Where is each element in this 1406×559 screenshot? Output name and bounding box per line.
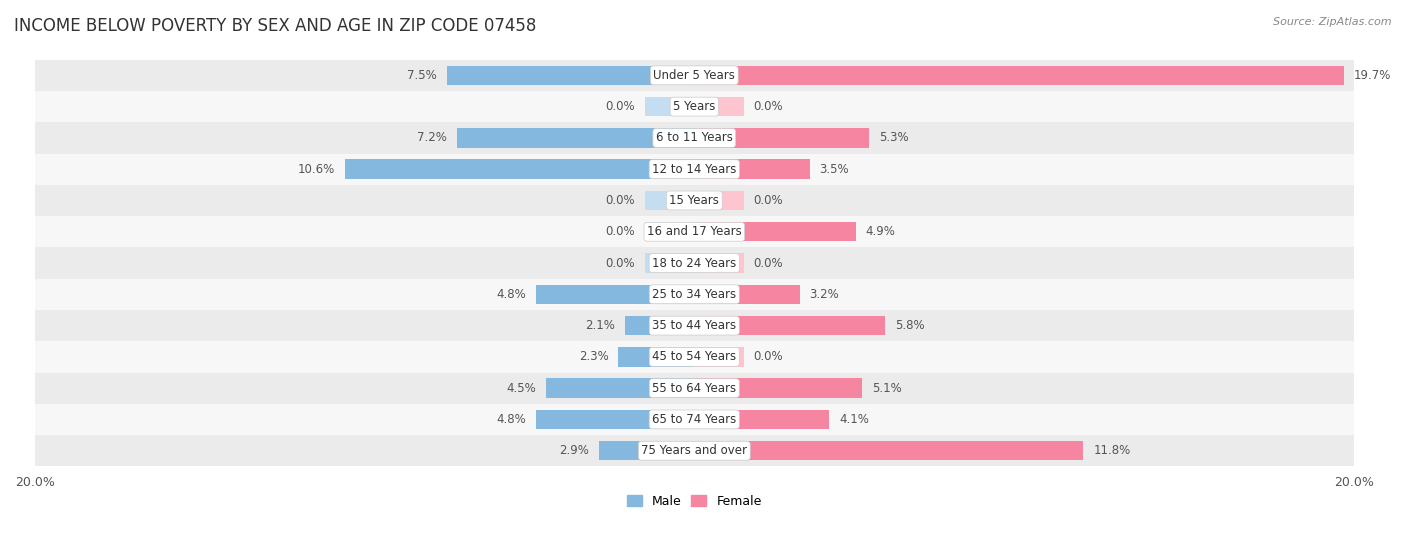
Bar xyxy=(35,279,1354,310)
Bar xyxy=(695,253,744,273)
Bar xyxy=(695,441,1083,461)
Text: 2.3%: 2.3% xyxy=(579,350,609,363)
Text: 12 to 14 Years: 12 to 14 Years xyxy=(652,163,737,176)
Bar xyxy=(35,404,1354,435)
Bar xyxy=(35,122,1354,154)
Legend: Male, Female: Male, Female xyxy=(621,490,766,513)
Text: 4.5%: 4.5% xyxy=(506,382,536,395)
Text: 25 to 34 Years: 25 to 34 Years xyxy=(652,288,737,301)
Bar xyxy=(35,310,1354,341)
Text: 7.2%: 7.2% xyxy=(418,131,447,144)
Bar xyxy=(599,441,695,461)
Bar xyxy=(35,372,1354,404)
Bar xyxy=(35,248,1354,279)
Text: 0.0%: 0.0% xyxy=(754,100,783,113)
Text: 0.0%: 0.0% xyxy=(606,100,636,113)
Text: 2.1%: 2.1% xyxy=(585,319,616,332)
Text: 7.5%: 7.5% xyxy=(408,69,437,82)
Text: 0.0%: 0.0% xyxy=(606,194,636,207)
Bar xyxy=(695,316,886,335)
Text: 4.9%: 4.9% xyxy=(866,225,896,238)
Text: 3.5%: 3.5% xyxy=(820,163,849,176)
Bar xyxy=(35,60,1354,91)
Text: 6 to 11 Years: 6 to 11 Years xyxy=(655,131,733,144)
Bar xyxy=(546,378,695,398)
Text: Source: ZipAtlas.com: Source: ZipAtlas.com xyxy=(1274,17,1392,27)
Text: 10.6%: 10.6% xyxy=(298,163,335,176)
Text: 15 Years: 15 Years xyxy=(669,194,720,207)
Bar xyxy=(35,154,1354,185)
Bar xyxy=(695,378,862,398)
Text: 5.1%: 5.1% xyxy=(872,382,903,395)
Text: 16 and 17 Years: 16 and 17 Years xyxy=(647,225,741,238)
Text: 5.3%: 5.3% xyxy=(879,131,908,144)
Bar xyxy=(645,222,695,241)
Bar xyxy=(619,347,695,367)
Text: 11.8%: 11.8% xyxy=(1094,444,1130,457)
Bar xyxy=(695,347,744,367)
Text: 0.0%: 0.0% xyxy=(606,257,636,269)
Bar xyxy=(645,253,695,273)
Text: INCOME BELOW POVERTY BY SEX AND AGE IN ZIP CODE 07458: INCOME BELOW POVERTY BY SEX AND AGE IN Z… xyxy=(14,17,537,35)
Bar xyxy=(457,128,695,148)
Bar xyxy=(536,285,695,304)
Bar xyxy=(344,159,695,179)
Bar xyxy=(645,191,695,210)
Bar xyxy=(35,185,1354,216)
Text: 35 to 44 Years: 35 to 44 Years xyxy=(652,319,737,332)
Text: 45 to 54 Years: 45 to 54 Years xyxy=(652,350,737,363)
Bar xyxy=(645,97,695,116)
Bar xyxy=(695,191,744,210)
Text: 65 to 74 Years: 65 to 74 Years xyxy=(652,413,737,426)
Bar xyxy=(695,222,856,241)
Bar xyxy=(695,97,744,116)
Bar xyxy=(695,159,810,179)
Bar xyxy=(626,316,695,335)
Text: 19.7%: 19.7% xyxy=(1354,69,1391,82)
Bar xyxy=(35,216,1354,248)
Text: 0.0%: 0.0% xyxy=(754,194,783,207)
Bar xyxy=(35,341,1354,372)
Bar xyxy=(695,128,869,148)
Text: 4.8%: 4.8% xyxy=(496,413,526,426)
Text: 2.9%: 2.9% xyxy=(560,444,589,457)
Bar xyxy=(35,91,1354,122)
Text: 3.2%: 3.2% xyxy=(810,288,839,301)
Bar xyxy=(695,285,800,304)
Text: 0.0%: 0.0% xyxy=(754,257,783,269)
Text: 55 to 64 Years: 55 to 64 Years xyxy=(652,382,737,395)
Text: 0.0%: 0.0% xyxy=(606,225,636,238)
Bar xyxy=(695,410,830,429)
Text: 75 Years and over: 75 Years and over xyxy=(641,444,747,457)
Bar xyxy=(447,65,695,85)
Bar xyxy=(536,410,695,429)
Text: Under 5 Years: Under 5 Years xyxy=(654,69,735,82)
Bar xyxy=(695,65,1344,85)
Text: 4.8%: 4.8% xyxy=(496,288,526,301)
Text: 18 to 24 Years: 18 to 24 Years xyxy=(652,257,737,269)
Bar xyxy=(35,435,1354,466)
Text: 5.8%: 5.8% xyxy=(896,319,925,332)
Text: 4.1%: 4.1% xyxy=(839,413,869,426)
Text: 0.0%: 0.0% xyxy=(754,350,783,363)
Text: 5 Years: 5 Years xyxy=(673,100,716,113)
